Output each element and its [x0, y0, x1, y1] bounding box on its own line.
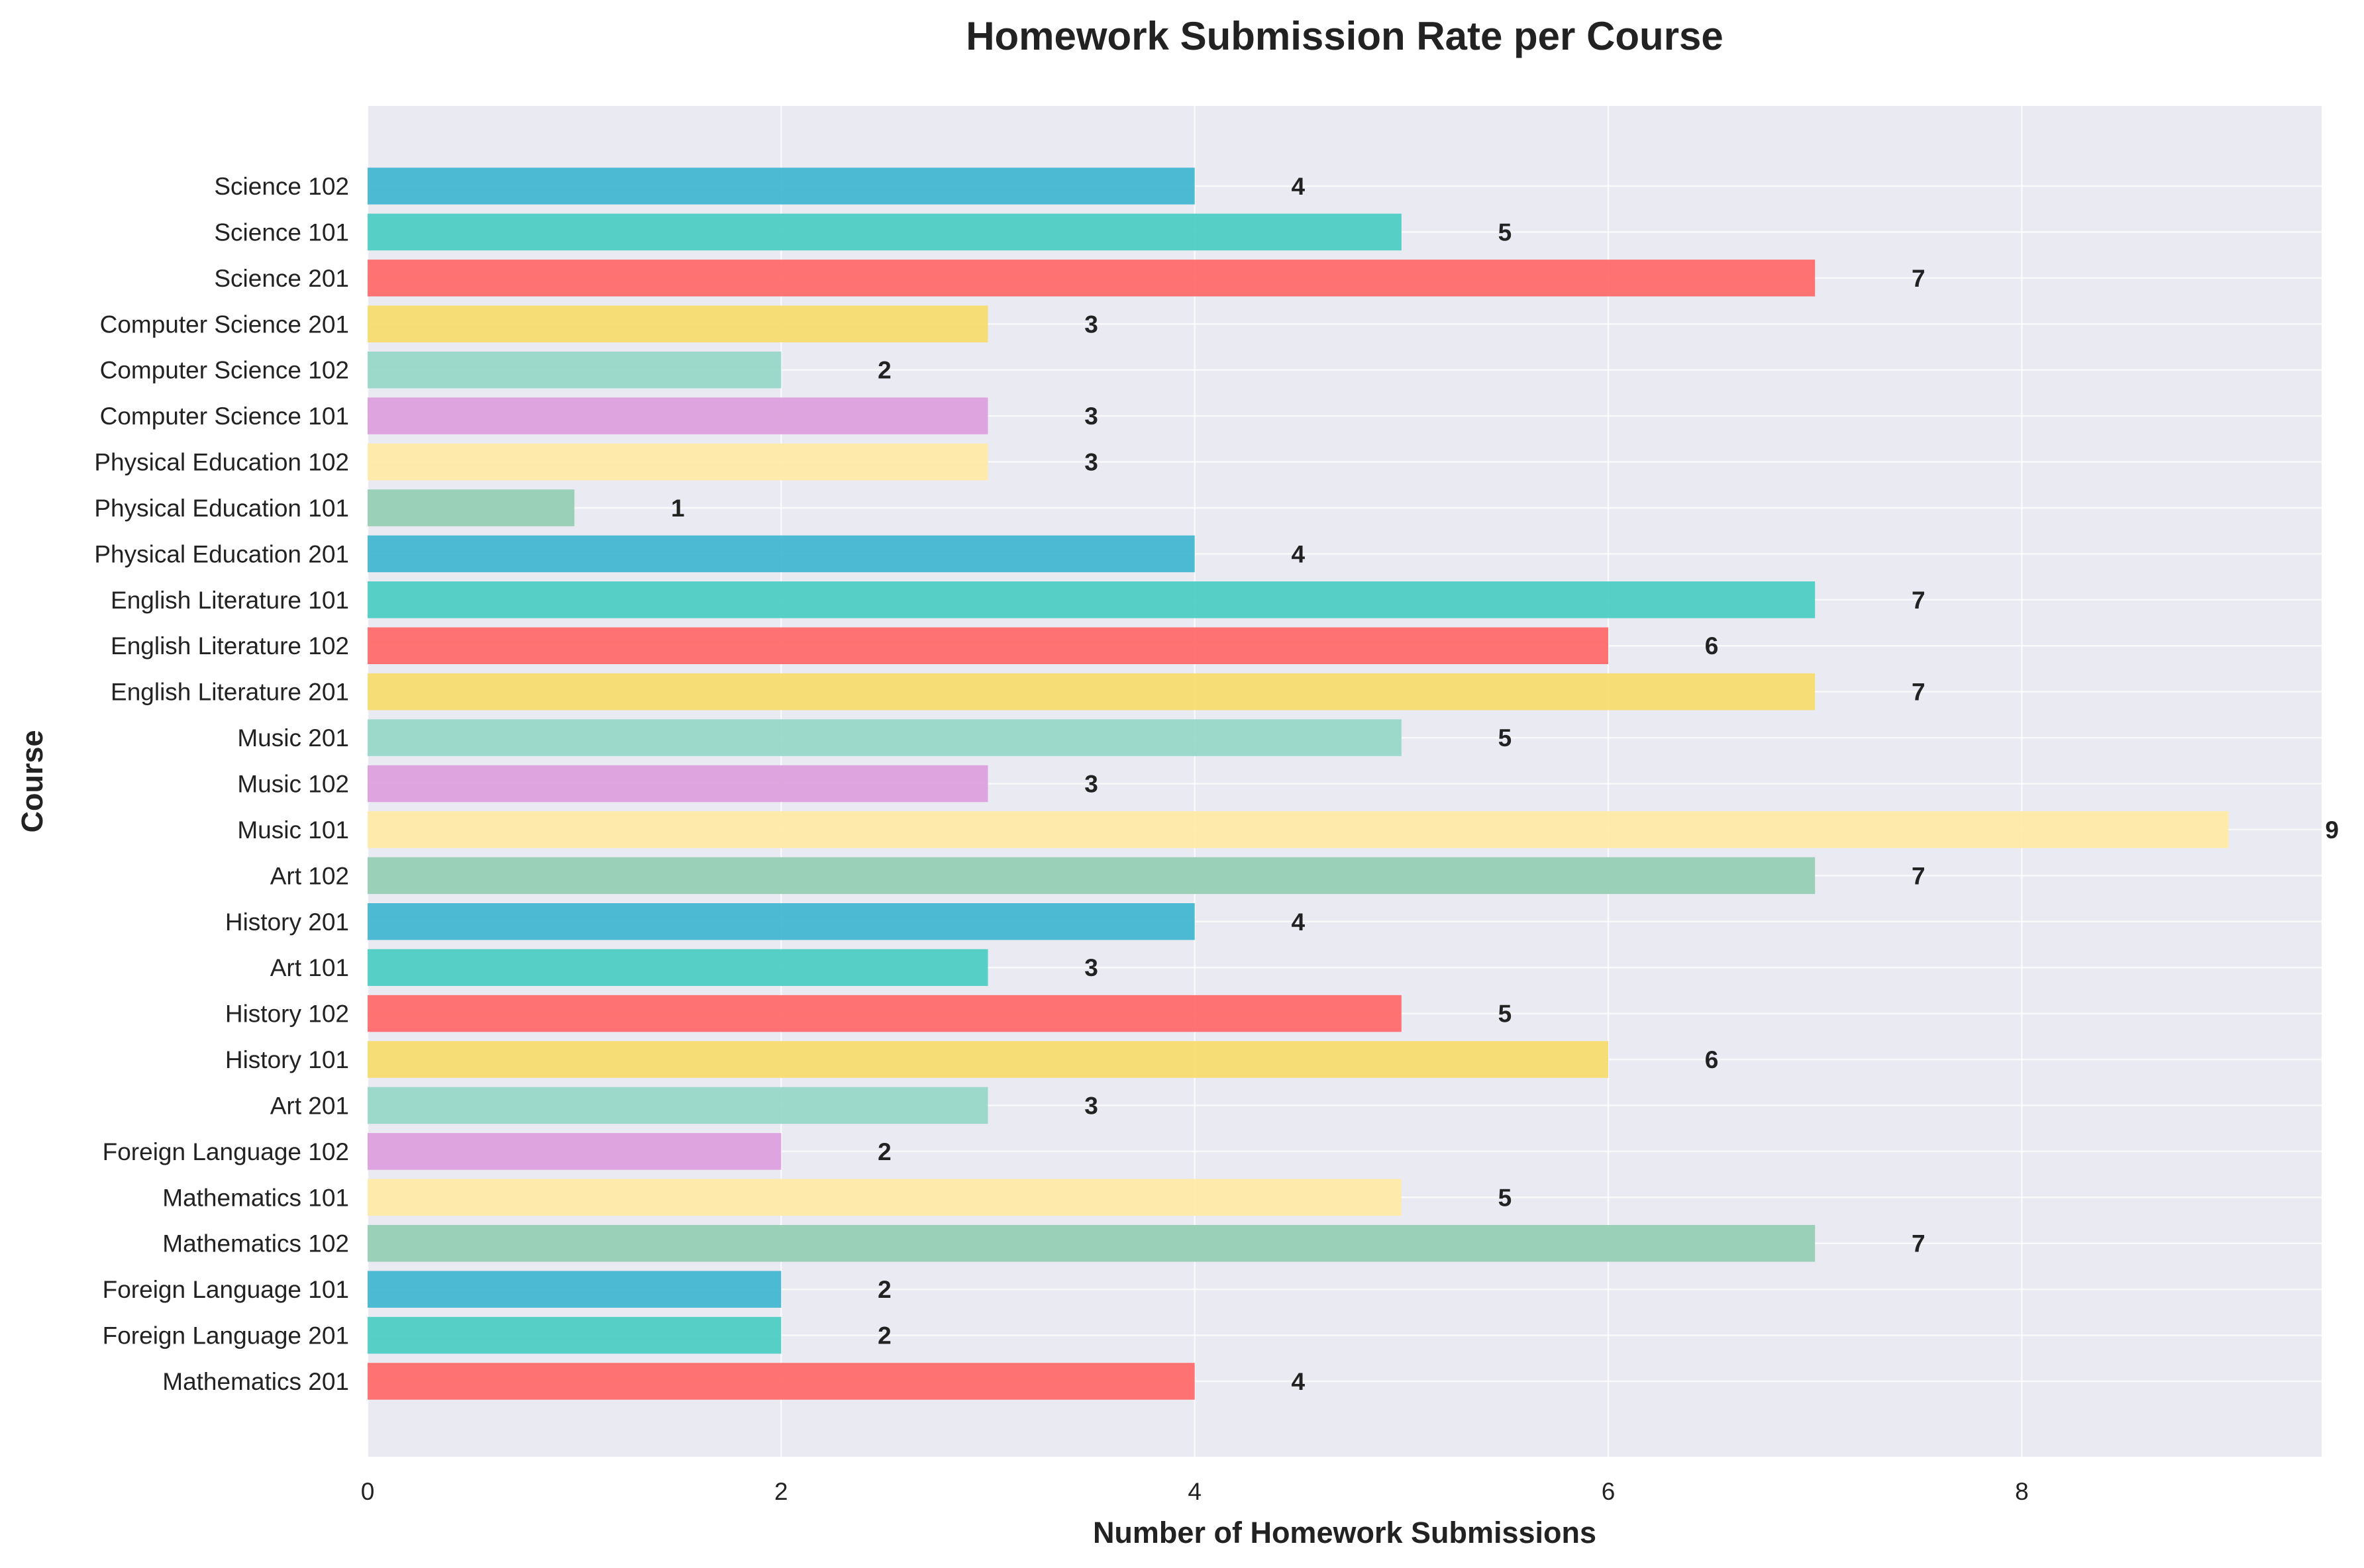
bar-value-label: 5	[1498, 724, 1512, 752]
bar	[368, 168, 1195, 205]
bar-value-label: 4	[1291, 908, 1305, 936]
y-tick-label: Mathematics 102	[162, 1230, 349, 1257]
bar	[368, 903, 1195, 940]
bar-value-label: 4	[1291, 173, 1305, 200]
bar	[368, 857, 1816, 895]
bar-value-label: 2	[878, 1138, 892, 1165]
y-tick-label: History 102	[225, 1001, 349, 1028]
bar	[368, 1363, 1195, 1400]
y-tick-label: Science 201	[214, 265, 349, 292]
bar	[368, 995, 1402, 1032]
x-tick-label: 8	[2015, 1478, 2029, 1505]
bar-value-label: 3	[1084, 403, 1098, 430]
bar-value-label: 2	[878, 1276, 892, 1303]
bar	[368, 305, 988, 343]
bar	[368, 1271, 782, 1308]
bar	[368, 1133, 782, 1170]
y-tick-label: Physical Education 101	[94, 495, 349, 522]
y-tick-label: Physical Education 201	[94, 540, 349, 567]
bar-value-label: 4	[1291, 540, 1305, 567]
y-tick-label: History 201	[225, 908, 349, 936]
x-tick-label: 2	[774, 1478, 788, 1505]
bar	[368, 1087, 988, 1124]
bar-value-label: 7	[1912, 587, 1926, 614]
x-tick-label: 4	[1188, 1478, 1202, 1505]
bar	[368, 581, 1816, 618]
bar	[368, 627, 1609, 664]
y-tick-label: Art 201	[270, 1092, 349, 1119]
y-tick-label: Physical Education 102	[94, 449, 349, 476]
bar-value-label: 7	[1912, 1230, 1926, 1257]
y-tick-label: Foreign Language 102	[103, 1138, 349, 1165]
x-tick-labels: 0 2 4 6 8	[361, 1478, 2029, 1505]
bar-value-label: 3	[1084, 449, 1098, 476]
y-tick-label: Music 102	[237, 771, 349, 798]
bar	[368, 260, 1816, 297]
value-labels: 4 2 2 7 5 2 3 6 5 3 4 7 9 3 5 7 6 7 4 1 3 3 2 3 7 5 4	[671, 173, 2339, 1395]
bar-value-label: 3	[1084, 954, 1098, 981]
bar-value-label: 6	[1705, 1046, 1719, 1073]
bar-value-label: 7	[1912, 862, 1926, 889]
y-tick-label: Mathematics 101	[162, 1184, 349, 1211]
bar	[368, 535, 1195, 573]
bar-value-label: 4	[1291, 1368, 1305, 1395]
y-tick-label: Foreign Language 101	[103, 1276, 349, 1303]
x-tick-label: 6	[1602, 1478, 1616, 1505]
bar	[368, 489, 575, 526]
bar	[368, 1041, 1609, 1078]
y-tick-label: History 101	[225, 1046, 349, 1073]
bar-value-label: 7	[1912, 679, 1926, 706]
y-tick-label: Mathematics 201	[162, 1368, 349, 1395]
bar-value-label: 1	[671, 495, 685, 522]
bar-value-label: 7	[1912, 265, 1926, 292]
y-tick-label: Science 102	[214, 173, 349, 200]
bar	[368, 673, 1816, 710]
y-tick-label: Computer Science 102	[100, 357, 349, 384]
y-tick-label: Science 101	[214, 219, 349, 246]
y-tick-label: Foreign Language 201	[103, 1322, 349, 1349]
bar-value-label: 3	[1084, 771, 1098, 798]
y-tick-labels: Mathematics 201 Foreign Language 201 Forei…	[94, 173, 349, 1395]
bar	[368, 397, 988, 434]
y-tick-label: Music 201	[237, 724, 349, 752]
bar-value-label: 5	[1498, 219, 1512, 246]
bar	[368, 1179, 1402, 1216]
y-tick-label: Computer Science 201	[100, 311, 349, 338]
y-tick-label: Art 102	[270, 862, 349, 889]
y-axis-title: Course	[15, 730, 49, 832]
y-tick-label: English Literature 102	[111, 632, 349, 660]
y-tick-label: Computer Science 101	[100, 403, 349, 430]
bar-value-label: 3	[1084, 1092, 1098, 1119]
y-tick-label: English Literature 101	[111, 587, 349, 614]
y-tick-label: Music 101	[237, 816, 349, 844]
bar-value-label: 2	[878, 1322, 892, 1349]
bar	[368, 1316, 782, 1354]
bar	[368, 765, 988, 803]
bar-value-label: 9	[2325, 816, 2339, 844]
y-tick-label: English Literature 201	[111, 679, 349, 706]
bar-value-label: 3	[1084, 311, 1098, 338]
bar-value-label: 5	[1498, 1001, 1512, 1028]
bar-value-label: 2	[878, 357, 892, 384]
x-axis-title: Number of Homework Submissions	[1093, 1516, 1596, 1549]
y-tick-label: Art 101	[270, 954, 349, 981]
x-tick-label: 0	[361, 1478, 375, 1505]
bar	[368, 811, 2229, 848]
bar-value-label: 5	[1498, 1184, 1512, 1211]
bar	[368, 443, 988, 481]
bar	[368, 1224, 1816, 1262]
bar-value-label: 6	[1705, 632, 1719, 660]
bar	[368, 949, 988, 986]
chart-title: Homework Submission Rate per Course	[966, 14, 1723, 58]
bar	[368, 719, 1402, 756]
bar	[368, 351, 782, 389]
bar	[368, 213, 1402, 251]
bars	[368, 168, 2229, 1400]
